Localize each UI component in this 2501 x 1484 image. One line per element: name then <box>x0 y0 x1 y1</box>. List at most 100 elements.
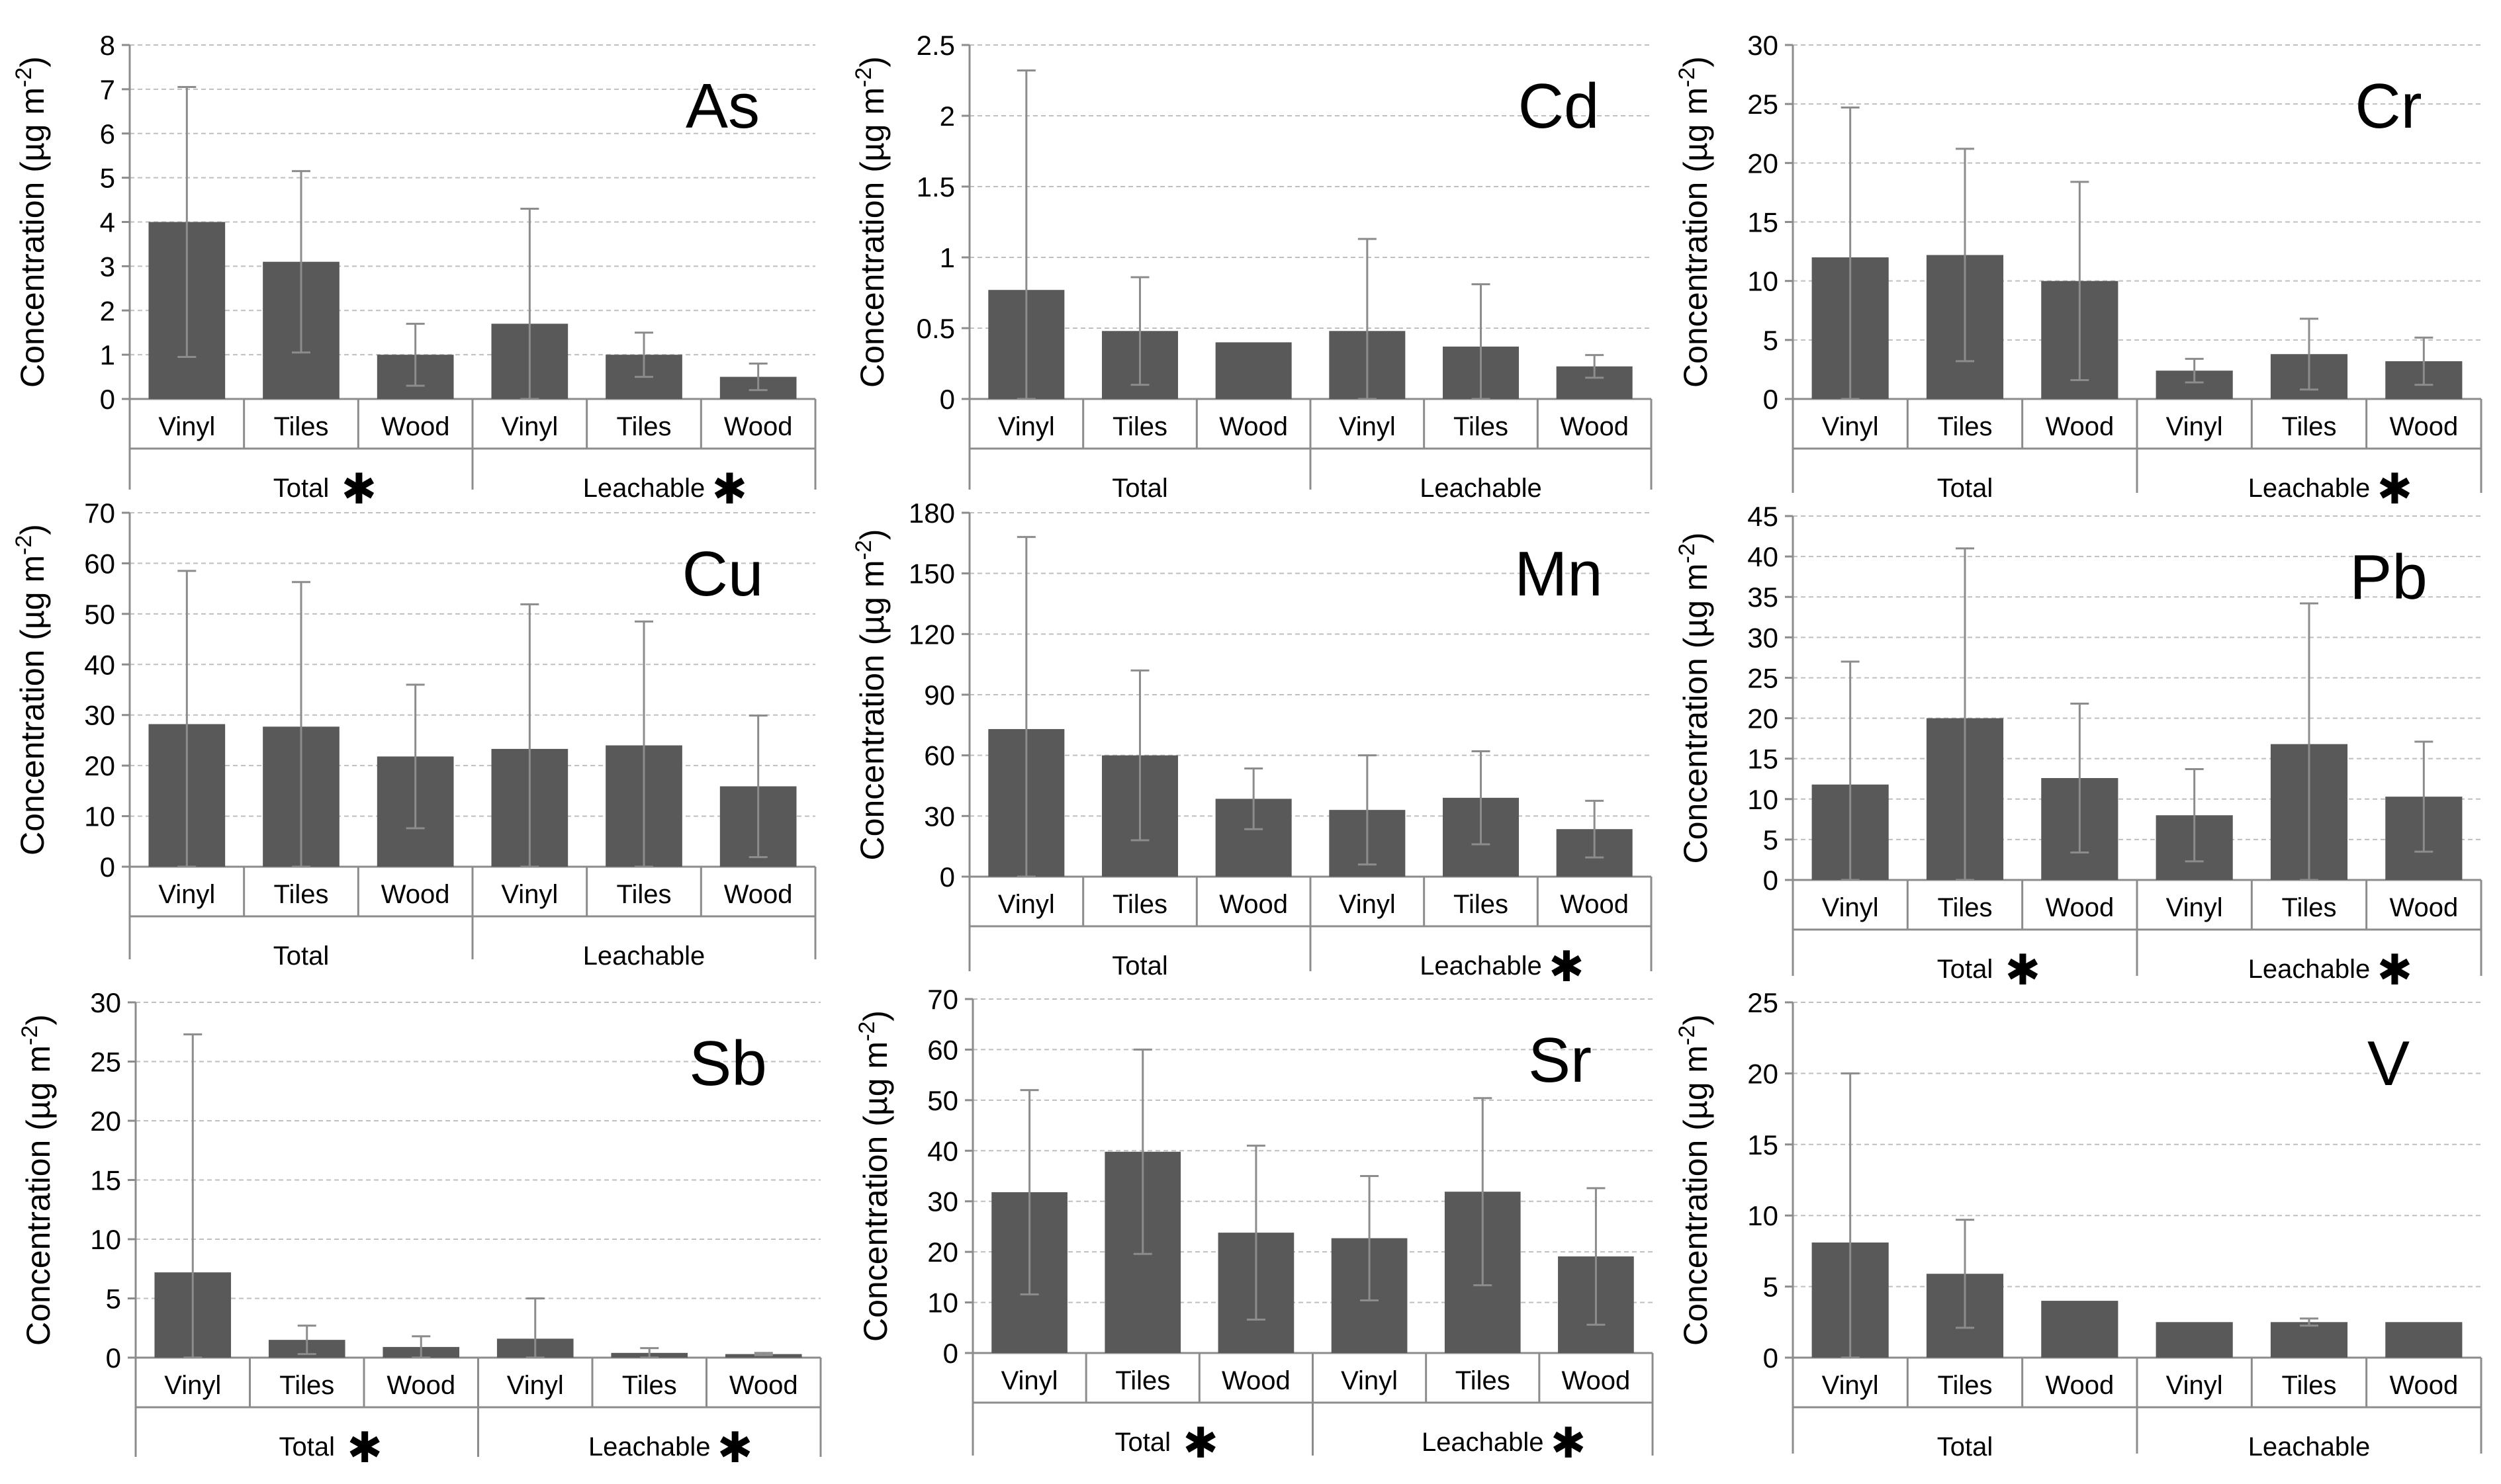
y-tick-label: 20 <box>90 1106 121 1137</box>
category-label: Vinyl <box>1341 1366 1398 1395</box>
panel-sr: 0 10 20 30 40 50 60 70 Vinyl Tiles Wood Vinyl Tiles W… <box>854 984 1654 1468</box>
significance-marker: ✱ <box>717 1424 753 1473</box>
y-axis-label-close: ) <box>14 56 51 67</box>
panel-mn: 0 30 60 90 120 150 180 Vinyl Tiles Wood Vinyl Tiles… <box>851 498 1653 992</box>
y-axis-label: Concentration (µg m-2) <box>851 56 891 388</box>
y-tick-label: 60 <box>924 740 955 771</box>
y-tick-label: 7 <box>100 74 115 105</box>
category-label: Tiles <box>617 412 672 441</box>
y-tick-label: 0 <box>1763 384 1778 415</box>
y-tick-label: 0.5 <box>917 313 955 344</box>
category-label: Vinyl <box>501 412 558 441</box>
y-tick-label: 1.5 <box>917 171 955 202</box>
bar-vinyl <box>2156 1322 2233 1358</box>
y-tick-label: 5 <box>106 1284 121 1315</box>
y-tick-label: 4 <box>100 207 115 238</box>
y-tick-label: 1 <box>940 242 955 273</box>
y-tick-label: 10 <box>1747 266 1778 297</box>
category-label: Tiles <box>622 1371 677 1400</box>
category-label: Wood <box>2045 893 2114 922</box>
category-label: Vinyl <box>2166 412 2223 441</box>
y-axis-label: Concentration (µg m-2) <box>851 529 891 861</box>
bar-wood <box>2041 1301 2118 1358</box>
category-label: Vinyl <box>998 890 1055 919</box>
y-tick-label: 2 <box>100 295 115 326</box>
y-tick-label: 0 <box>943 1338 958 1369</box>
group-label: Leachable <box>2248 1432 2371 1462</box>
y-axis-label-text: Concentration (µg m <box>14 87 51 388</box>
category-label: Vinyl <box>158 880 215 909</box>
panel-title: Sr <box>1528 1025 1592 1096</box>
group-label: Total <box>1112 474 1168 503</box>
category-label: Tiles <box>617 880 672 909</box>
y-axis-label-text: Concentration (µg m <box>854 87 891 388</box>
category-label: Vinyl <box>1339 412 1396 441</box>
y-axis-label: Concentration (µg m-2) <box>11 56 51 388</box>
y-axis-label-close: ) <box>854 529 891 541</box>
y-tick-label: 25 <box>1747 662 1778 693</box>
y-tick-label: 8 <box>100 30 115 61</box>
y-axis-label-close: ) <box>1677 533 1714 544</box>
category-label: Wood <box>381 412 450 441</box>
y-tick-label: 0 <box>1763 865 1778 896</box>
panel-title: Cr <box>2355 71 2422 142</box>
group-label: Leachable <box>2248 955 2371 984</box>
y-tick-label: 25 <box>1747 987 1778 1018</box>
y-tick-label: 50 <box>84 599 115 630</box>
y-axis-label: Concentration (µg m-2) <box>1674 56 1714 388</box>
y-tick-label: 40 <box>84 649 115 680</box>
y-tick-label: 5 <box>1763 1272 1778 1303</box>
category-label: Wood <box>1560 890 1629 919</box>
y-tick-label: 20 <box>1747 703 1778 734</box>
y-tick-label: 0 <box>100 384 115 415</box>
group-label: Leachable <box>583 474 705 503</box>
y-tick-label: 120 <box>909 619 955 650</box>
category-label: Vinyl <box>1822 412 1879 441</box>
category-label: Wood <box>1562 1366 1631 1395</box>
y-tick-label: 5 <box>1763 325 1778 356</box>
group-label: Leachable <box>583 941 705 971</box>
category-label: Tiles <box>1938 412 1993 441</box>
significance-marker: ✱ <box>2005 946 2041 995</box>
y-axis-label-close: ) <box>20 1014 57 1026</box>
group-label: Total <box>1112 951 1168 981</box>
y-tick-label: 150 <box>909 558 955 589</box>
y-axis-label-exponent: -2 <box>11 67 36 87</box>
category-label: Tiles <box>1453 412 1508 441</box>
significance-marker: ✱ <box>1183 1419 1218 1468</box>
y-tick-label: 10 <box>927 1288 958 1319</box>
category-label: Tiles <box>2282 893 2337 922</box>
y-tick-label: 10 <box>90 1224 121 1255</box>
y-axis-label-close: ) <box>1677 56 1714 67</box>
y-axis-label-text: Concentration (µg m <box>14 555 51 855</box>
category-label: Vinyl <box>1001 1366 1058 1395</box>
y-axis-label-close: ) <box>1677 1014 1714 1026</box>
y-tick-label: 15 <box>1747 744 1778 775</box>
y-tick-label: 40 <box>1747 541 1778 572</box>
y-axis-label-exponent: -2 <box>854 1022 880 1041</box>
y-axis-label-text: Concentration (µg m <box>20 1045 57 1346</box>
y-tick-label: 60 <box>84 548 115 579</box>
y-tick-label: 50 <box>927 1085 958 1116</box>
y-tick-label: 10 <box>1747 1200 1778 1231</box>
y-tick-label: 20 <box>1747 1058 1778 1089</box>
y-tick-label: 0 <box>100 851 115 883</box>
category-label: Wood <box>724 880 793 909</box>
y-tick-label: 0 <box>106 1342 121 1374</box>
y-tick-label: 0 <box>940 384 955 415</box>
y-tick-label: 5 <box>1763 824 1778 855</box>
group-label: Leachable <box>1422 1428 1544 1457</box>
y-tick-label: 25 <box>90 1047 121 1078</box>
category-label: Tiles <box>1113 412 1167 441</box>
y-tick-label: 70 <box>927 984 958 1015</box>
category-label: Wood <box>2389 893 2458 922</box>
panel-v: 0 5 10 15 20 25 Vinyl Tiles Wood Vinyl Tiles Wood To… <box>1674 987 2482 1462</box>
panel-pb: 0 5 10 15 20 25 30 35 40 45 Vinyl Tiles Wood Vinyl Til… <box>1674 501 2482 995</box>
y-tick-label: 30 <box>1747 30 1778 61</box>
y-tick-label: 30 <box>84 700 115 731</box>
y-tick-label: 0 <box>1763 1342 1778 1374</box>
y-axis-label: Concentration (µg m-2) <box>1674 1014 1714 1346</box>
y-tick-label: 10 <box>1747 784 1778 815</box>
category-label: Tiles <box>274 412 329 441</box>
